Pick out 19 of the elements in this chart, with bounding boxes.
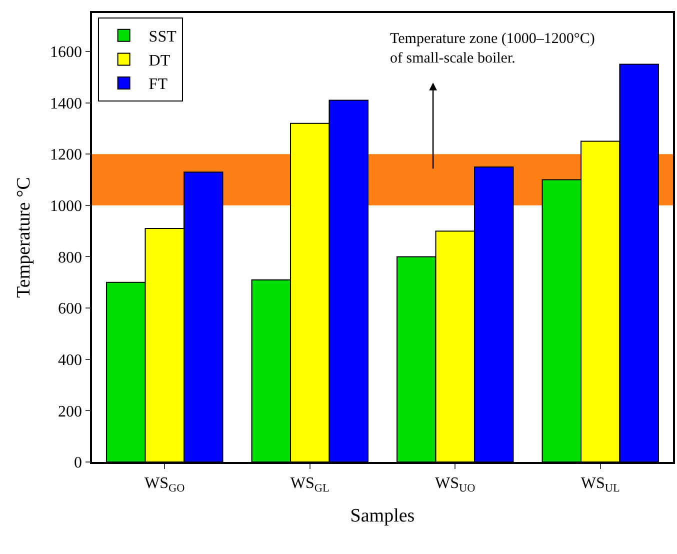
y-tick-label: 600 [58, 300, 82, 318]
x-tick-label: WS$_{UO}$ [435, 474, 476, 494]
y-tick-label: 800 [58, 249, 82, 266]
y-axis-title: Temperature °C [13, 177, 34, 298]
y-tick-label: 400 [58, 352, 82, 369]
y-tick-label: 1000 [50, 198, 82, 216]
x-tick-label: WS$_{UL}$ [580, 474, 620, 494]
annotation: Temperature zone (1000–1200°C) of small-scale boiler. [390, 31, 595, 66]
y-tick-label: 1200 [50, 146, 82, 164]
x-axis-title: Samples [350, 506, 415, 527]
y-tick-label: 0 [74, 454, 82, 472]
legend-label: DT [148, 52, 170, 70]
y-tick-label: 1400 [50, 95, 82, 112]
x-tick-label: WS$_{GL}$ [290, 474, 330, 494]
legend-label: FT [148, 76, 168, 94]
legend-label: SST [148, 28, 177, 46]
x-tick-label: WS$_{GO}$ [144, 474, 185, 494]
y-tick-label: 1600 [50, 44, 82, 62]
y-tick-label: 200 [58, 403, 82, 420]
